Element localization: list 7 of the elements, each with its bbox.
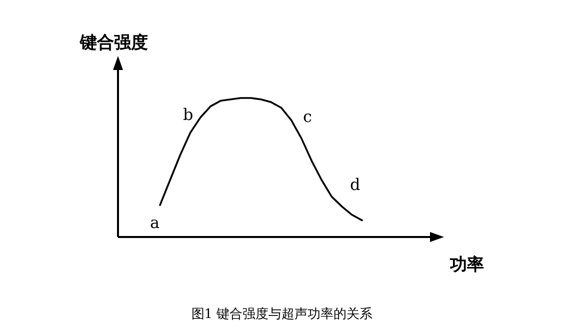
annotation: a [150, 213, 160, 232]
x-axis-title: 功率 [449, 255, 484, 275]
annotation: b [183, 105, 194, 124]
annotation: c [303, 107, 312, 126]
annotation: d [350, 175, 360, 194]
text: 图1 键合强度与超声功率的关系 [191, 306, 373, 322]
y-axis-title: 键合强度 [79, 33, 148, 53]
